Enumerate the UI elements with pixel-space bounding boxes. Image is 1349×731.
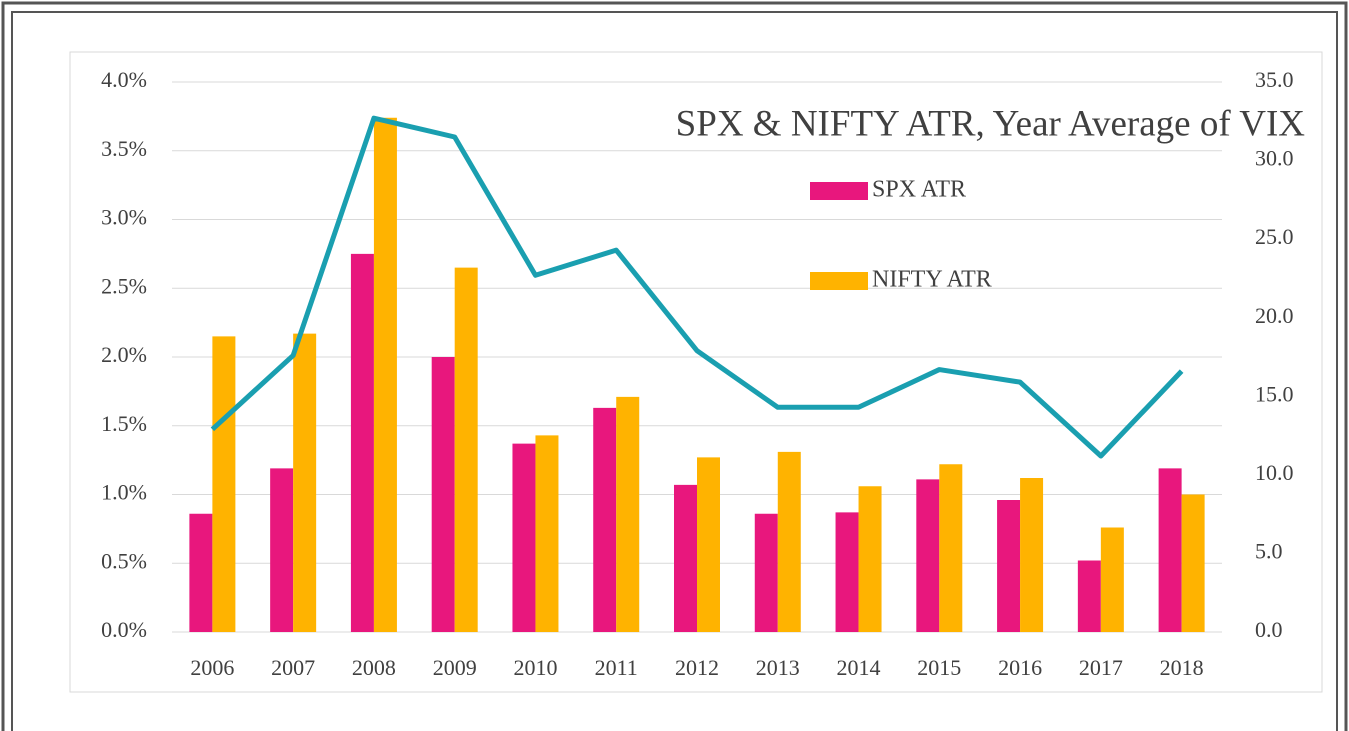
bar bbox=[616, 396, 640, 632]
y-tick-label: 1.5% bbox=[101, 411, 147, 436]
y2-tick-label: 10.0 bbox=[1255, 460, 1294, 485]
bar bbox=[293, 333, 317, 632]
x-tick-label: 2013 bbox=[756, 655, 800, 680]
legend-label: SPX ATR bbox=[872, 177, 966, 203]
bar bbox=[1077, 560, 1101, 632]
bar bbox=[997, 500, 1021, 632]
y-tick-label: 3.0% bbox=[101, 205, 147, 230]
y2-tick-label: 30.0 bbox=[1255, 146, 1294, 171]
x-tick-label: 2007 bbox=[271, 655, 315, 680]
x-tick-label: 2011 bbox=[595, 655, 638, 680]
x-tick-label: 2006 bbox=[190, 655, 234, 680]
bar bbox=[270, 468, 294, 632]
bar bbox=[1020, 478, 1044, 632]
bar bbox=[858, 486, 882, 632]
x-tick-label: 2010 bbox=[513, 655, 557, 680]
y2-tick-label: 5.0 bbox=[1255, 538, 1283, 563]
y2-tick-label: 35.0 bbox=[1255, 67, 1294, 92]
x-tick-label: 2008 bbox=[352, 655, 396, 680]
legend-swatch bbox=[810, 272, 868, 290]
bar bbox=[431, 357, 455, 632]
x-tick-label: 2009 bbox=[433, 655, 477, 680]
inner-frame bbox=[11, 11, 1338, 731]
x-tick-label: 2018 bbox=[1160, 655, 1204, 680]
y-tick-label: 0.0% bbox=[101, 617, 147, 642]
y-tick-label: 3.5% bbox=[101, 136, 147, 161]
bar bbox=[535, 435, 559, 632]
x-tick-label: 2016 bbox=[998, 655, 1042, 680]
bar bbox=[1100, 527, 1124, 632]
line bbox=[210, 115, 1184, 459]
bar bbox=[1158, 468, 1182, 632]
bar bbox=[454, 267, 478, 632]
legend-swatch bbox=[810, 182, 868, 200]
y2-tick-label: 20.0 bbox=[1255, 303, 1294, 328]
bar bbox=[697, 457, 720, 632]
bar bbox=[593, 407, 617, 632]
bar bbox=[512, 443, 536, 632]
bar bbox=[835, 512, 859, 632]
bar bbox=[373, 117, 397, 632]
x-tick-label: 2012 bbox=[675, 655, 719, 680]
y-tick-label: 4.0% bbox=[101, 67, 147, 92]
bar bbox=[777, 451, 801, 632]
y-tick-label: 0.5% bbox=[101, 548, 147, 573]
bar bbox=[916, 479, 940, 632]
y-tick-label: 1.0% bbox=[101, 480, 147, 505]
x-tick-label: 2015 bbox=[917, 655, 961, 680]
x-tick-label: 2014 bbox=[837, 655, 881, 680]
bar bbox=[212, 336, 236, 632]
bar bbox=[1181, 494, 1205, 632]
bar bbox=[939, 464, 963, 632]
y2-tick-label: 15.0 bbox=[1255, 381, 1294, 406]
y-tick-label: 2.5% bbox=[101, 273, 147, 298]
y2-tick-label: 25.0 bbox=[1255, 224, 1294, 249]
x-tick-label: 2017 bbox=[1079, 655, 1123, 680]
bar bbox=[674, 484, 697, 632]
bar bbox=[350, 253, 374, 632]
legend-label: NIFTY ATR bbox=[872, 267, 992, 293]
y2-tick-label: 0.0 bbox=[1255, 617, 1283, 642]
bar bbox=[754, 513, 778, 632]
bar bbox=[189, 513, 213, 632]
chart-title: SPX & NIFTY ATR, Year Average of VIX bbox=[676, 103, 1306, 144]
y-tick-label: 2.0% bbox=[101, 342, 147, 367]
